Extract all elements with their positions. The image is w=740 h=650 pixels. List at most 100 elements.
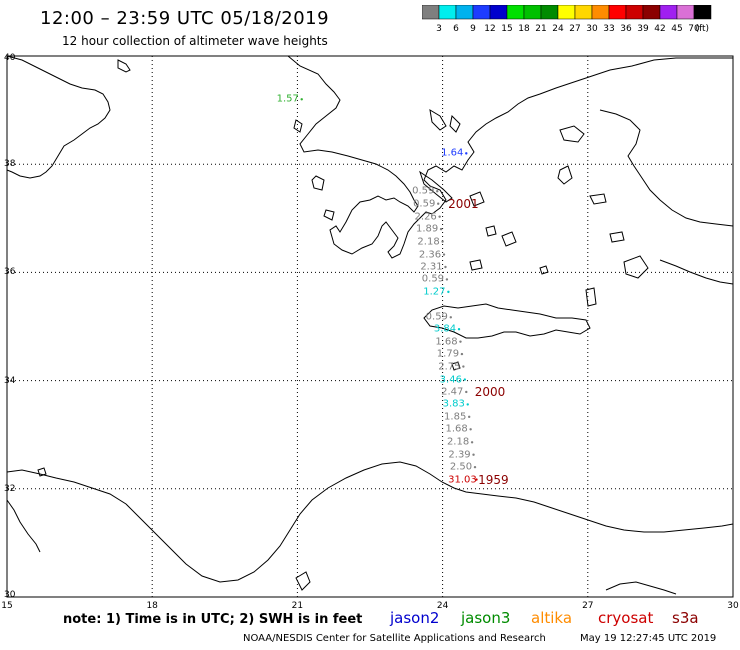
track-point [442,253,446,256]
wave-height-label: 2.26 [414,211,437,223]
wave-height-label: 1.89 [415,223,439,235]
wave-height-label: 0.59 [412,185,435,197]
longitude-tick-label: 27 [582,601,594,611]
latitude-tick-label: 40 [4,53,16,63]
coastline-italy-heel [117,59,131,73]
latitude-tick-label: 38 [4,159,16,170]
map-title: 12:00 – 23:59 UTC 05/18/2019 [40,8,330,29]
coastline-evia [419,170,453,203]
scale-bin-label: 42 [654,24,665,34]
pass-time-label: 1959 [478,472,509,487]
wave-height-label: 1.64 [441,147,464,159]
wave-height-label: 2.31 [420,261,443,273]
footer-note: note: 1) Time is in UTC; 2) SWH is in fe… [63,612,363,627]
lat-lon-grid [7,56,733,597]
coastline-samos [589,193,607,205]
legend-jason3: jason3 [461,609,511,627]
scale-bin-label: 3 [436,24,442,34]
latitude-tick-label: 36 [4,267,16,278]
scale-bin-label: 12 [484,24,495,34]
wave-height-label: 1.85 [444,411,467,423]
map-subtitle: 12 hour collection of altimeter wave hei… [62,34,328,48]
longitude-tick-label: 30 [727,601,739,611]
wave-height-label: 1.68 [435,336,458,348]
wave-height-label: 1.57 [276,93,299,105]
wave-height-label: 2.47 [441,386,464,398]
coastline-malta [37,467,47,477]
scale-bin-label: 30 [586,24,598,34]
wave-height-label: 2.75 [438,361,461,373]
coastline-andros [469,191,485,207]
track-point [473,465,477,469]
coastline-crete [423,303,591,339]
track-point [463,378,467,381]
legend-jason2: jason2 [390,609,440,627]
scale-bin-label: 36 [620,24,632,34]
scale-bin-label: 9 [470,24,476,34]
coastline-greece-mainland [287,55,733,259]
track-point [470,441,474,444]
wave-height-label: 1.68 [445,423,468,435]
wave-height-label: 2.39 [448,449,471,461]
coastline-rhodes [623,255,649,279]
wave-height-label: 3.84 [433,323,457,335]
wave-height-label: 3.46 [439,374,462,386]
track-point [467,415,471,419]
track-point [439,227,443,231]
coastline-libya-inland-lake [295,571,311,591]
coastline-corfu [293,119,303,133]
coastline-chalkidiki [429,109,461,133]
coastline-santorini [539,265,549,275]
longitude-tick-label: 15 [1,601,13,611]
wave-height-label: 2.36 [418,249,442,261]
coastline-egypt-delta [605,581,677,595]
longitude-tick-label: 24 [436,601,449,611]
track-point [444,265,447,269]
scale-bin-label: 39 [637,24,649,34]
track-point [469,428,472,431]
generated-timestamp: May 19 12:27:45 UTC 2019 [580,633,717,644]
track-point [465,152,468,155]
scale-bin-label: 21 [535,24,546,34]
scale-bin-label: 6 [453,24,459,34]
coastline-lesbos [559,125,585,143]
track-point [462,365,465,368]
coastline-italy [6,55,111,179]
coastlines [6,55,734,595]
scale-bin-label: 27 [569,24,580,34]
legend-s3a: s3a [672,609,699,627]
wave-height-label: 3.83 [442,398,465,410]
coastline-turkey-south [659,259,734,285]
scale-bin-label: 33 [603,24,614,34]
latitude-tick-label: 30 [4,590,16,600]
coastline-naxos [501,231,517,247]
pass-time-label: 2001 [448,196,479,211]
track-point [445,278,449,281]
wave-height-label: 0.59 [421,273,445,285]
wave-height-label: 0.59 [413,198,436,210]
coastline-chios [557,165,573,185]
latitude-tick-label: 34 [4,375,16,386]
track-point [472,453,475,456]
track-point [447,290,450,294]
wave-height-label: 2.50 [449,461,473,473]
coastline-zakynthos [323,209,335,221]
credit-text: NOAA/NESDIS Center for Satellite Applica… [243,633,546,644]
wave-height-color-scale: 3 6 9 12 15 18 21 24 27 30 33 36 39 42 45 70(ft) [422,5,712,34]
coastline-north-africa [6,461,734,583]
track-point [300,98,303,101]
track-point [457,328,461,331]
coastline-cyrenaica-gulf [6,499,41,553]
coastline-gavdos [451,361,461,371]
track-point [475,478,478,481]
wave-height-label: 1.79 [436,348,460,360]
track-point [449,316,452,319]
track-point [437,202,440,205]
scale-bin-label: 70 [688,24,700,34]
scale-bin [693,5,712,20]
wave-height-label: 2.18 [446,436,470,448]
coastline-karpathos [585,287,597,307]
track-point [460,352,464,356]
